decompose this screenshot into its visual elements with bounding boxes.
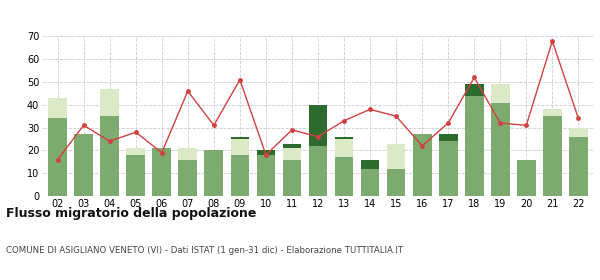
Bar bbox=[569, 137, 588, 196]
Bar bbox=[517, 160, 536, 196]
Bar bbox=[543, 116, 562, 196]
Text: COMUNE DI ASIGLIANO VENETO (VI) - Dati ISTAT (1 gen-31 dic) - Elaborazione TUTTI: COMUNE DI ASIGLIANO VENETO (VI) - Dati I… bbox=[6, 246, 403, 255]
Bar bbox=[230, 155, 249, 196]
Bar bbox=[48, 118, 67, 196]
Bar bbox=[361, 169, 379, 196]
Bar bbox=[178, 160, 197, 196]
Bar bbox=[439, 134, 458, 141]
Bar bbox=[439, 141, 458, 196]
Text: Flusso migratorio della popolazione: Flusso migratorio della popolazione bbox=[6, 207, 256, 220]
Bar bbox=[465, 84, 484, 96]
Bar bbox=[100, 116, 119, 196]
Bar bbox=[205, 150, 223, 196]
Bar bbox=[127, 148, 145, 155]
Bar bbox=[387, 144, 406, 169]
Bar bbox=[152, 148, 171, 196]
Bar bbox=[413, 134, 431, 196]
Bar bbox=[543, 109, 562, 116]
Bar bbox=[361, 160, 379, 169]
Bar bbox=[100, 89, 119, 116]
Bar bbox=[283, 148, 301, 160]
Bar bbox=[491, 84, 509, 102]
Bar bbox=[230, 139, 249, 155]
Bar bbox=[230, 137, 249, 139]
Bar bbox=[308, 105, 328, 146]
Bar bbox=[257, 155, 275, 196]
Bar bbox=[308, 146, 328, 196]
Bar bbox=[178, 148, 197, 160]
Bar bbox=[335, 157, 353, 196]
Bar bbox=[283, 144, 301, 148]
Bar bbox=[491, 102, 509, 196]
Bar bbox=[283, 160, 301, 196]
Bar bbox=[74, 134, 93, 196]
Bar bbox=[127, 155, 145, 196]
Bar bbox=[335, 139, 353, 157]
Bar bbox=[257, 150, 275, 155]
Bar bbox=[335, 137, 353, 139]
Bar bbox=[465, 96, 484, 196]
Bar bbox=[569, 128, 588, 137]
Bar bbox=[48, 98, 67, 118]
Bar bbox=[387, 169, 406, 196]
